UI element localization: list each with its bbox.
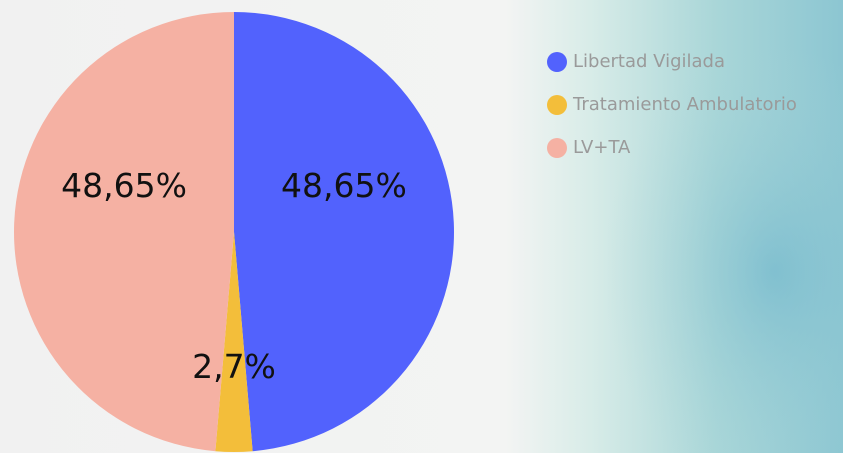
legend-swatch [547,95,567,115]
legend: Libertad Vigilada Tratamiento Ambulatorio… [547,51,797,158]
data-label: 48,65% [61,166,187,205]
legend-swatch [547,52,567,72]
pie: 48,65% 2,7% 48,65% [14,12,454,452]
legend-label: LV+TA [573,137,631,158]
pie-slice [14,12,235,452]
data-label: 48,65% [281,166,407,205]
pie-slice [215,232,253,452]
legend-label: Libertad Vigilada [573,51,725,72]
pie-slice [234,12,454,452]
background-wash [500,0,843,453]
legend-swatch [547,138,567,158]
legend-label: Tratamiento Ambulatorio [572,94,797,115]
data-label: 2,7% [192,347,276,386]
